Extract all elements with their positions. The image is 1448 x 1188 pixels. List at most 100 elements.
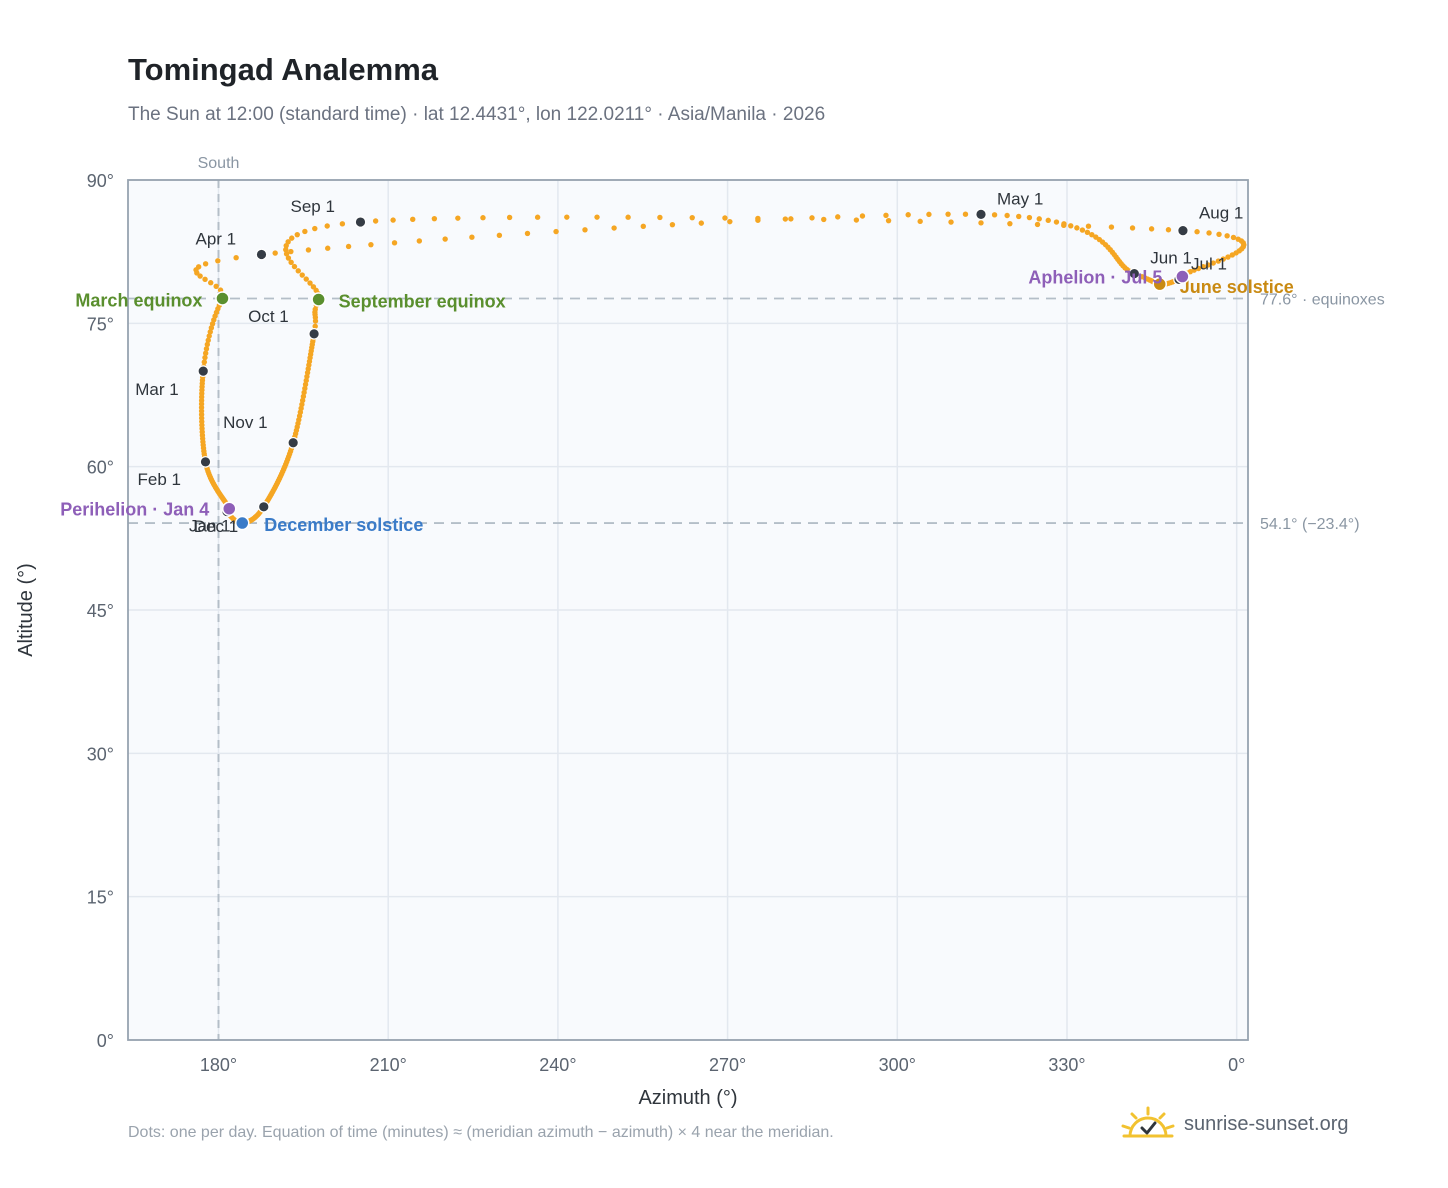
- day-dot: [835, 214, 841, 220]
- day-dot: [208, 280, 214, 286]
- day-dot: [368, 241, 374, 248]
- month-label: Oct 1: [248, 307, 289, 326]
- month-marker: [354, 216, 367, 228]
- day-dot: [1210, 260, 1216, 266]
- day-dot: [859, 213, 866, 219]
- day-dot: [205, 337, 211, 343]
- day-dot: [303, 377, 309, 384]
- y-tick-label: 90°: [87, 171, 114, 191]
- month-label: Dec 1: [194, 517, 238, 536]
- month-marker: [199, 456, 212, 468]
- day-dot: [1195, 265, 1202, 272]
- day-dot: [689, 214, 695, 221]
- meridian-label: South: [198, 155, 240, 172]
- day-dot: [1220, 256, 1226, 262]
- day-dot: [788, 216, 794, 222]
- day-dot: [339, 221, 346, 227]
- day-dot: [1053, 219, 1060, 225]
- day-dot: [1068, 223, 1074, 229]
- x-tick-label: 330°: [1048, 1055, 1085, 1075]
- day-dot: [283, 251, 290, 257]
- day-dot: [885, 217, 892, 224]
- day-dot: [553, 228, 559, 235]
- month-label: Aug 1: [1199, 204, 1243, 223]
- event-marker: [222, 501, 237, 516]
- day-dot: [1224, 233, 1230, 239]
- day-dot: [307, 280, 313, 286]
- day-dot: [233, 255, 239, 261]
- day-dot: [1079, 227, 1086, 233]
- day-dot: [431, 215, 438, 222]
- day-dot: [962, 211, 969, 217]
- day-dot: [948, 219, 954, 225]
- day-dot: [905, 212, 911, 218]
- day-dot: [669, 221, 676, 228]
- day-dot: [1194, 229, 1200, 235]
- day-dot: [1084, 229, 1091, 236]
- reference-line-label: 77.6° · equinoxes: [1260, 291, 1385, 308]
- day-dot: [1089, 232, 1095, 238]
- day-dot: [582, 227, 588, 233]
- event-label: September equinox: [339, 291, 506, 311]
- month-marker: [1177, 224, 1189, 237]
- day-dot: [1036, 216, 1042, 222]
- event-marker: [1152, 276, 1168, 292]
- day-dot: [524, 230, 531, 237]
- day-dot: [302, 385, 308, 392]
- day-dot: [727, 218, 733, 225]
- y-tick-label: 15°: [87, 888, 114, 908]
- day-dot: [289, 235, 295, 241]
- day-dot: [1216, 231, 1222, 238]
- event-marker: [215, 291, 230, 306]
- month-label: Jul 1: [1191, 254, 1227, 273]
- sun-check-icon: [1121, 1106, 1175, 1138]
- chart-title: Tomingad Analemma: [128, 52, 439, 87]
- plot-border: [127, 179, 1249, 1041]
- x-tick-label: 180°: [200, 1055, 237, 1075]
- day-dot: [312, 225, 318, 232]
- day-dot: [917, 218, 923, 225]
- brand: sunrise-sunset.org: [1120, 1102, 1349, 1146]
- day-dot: [272, 250, 278, 256]
- day-dot: [1215, 258, 1222, 264]
- day-dot: [883, 212, 889, 218]
- day-dot: [1235, 236, 1241, 242]
- day-dot: [821, 216, 827, 223]
- day-dot: [299, 272, 305, 278]
- day-dot: [204, 341, 211, 348]
- reference-lines: South 77.6° · equinoxes 54.1° (−23.4°): [128, 155, 1385, 1040]
- day-dot: [469, 234, 475, 240]
- day-dot: [305, 247, 312, 253]
- day-dot: [506, 214, 513, 221]
- day-dot: [1074, 225, 1080, 231]
- month-marker: [255, 248, 268, 261]
- footnote: Dots: one per day. Equation of time (min…: [128, 1124, 834, 1141]
- day-dot: [1148, 226, 1155, 232]
- x-tick-label: 240°: [539, 1055, 576, 1075]
- day-dot: [285, 255, 292, 261]
- day-dot: [1200, 264, 1206, 270]
- day-dot: [303, 276, 309, 282]
- month-label: Feb 1: [137, 470, 180, 489]
- day-dot: [926, 211, 932, 218]
- day-dot: [345, 243, 352, 250]
- month-marker: [287, 436, 299, 449]
- day-dot: [1230, 234, 1237, 241]
- day-dot: [853, 217, 860, 223]
- month-label: Mar 1: [135, 380, 178, 399]
- day-dot: [325, 245, 331, 251]
- event-marker: [1175, 269, 1190, 284]
- month-markers: Jan 1 Feb 1 Mar 1 Apr 1 May 1 Jun 1 Jul 1 Aug 1…: [135, 189, 1243, 535]
- chart-subtitle: The Sun at 12:00 (standard time) · lat 1…: [128, 104, 826, 125]
- day-dot: [496, 232, 503, 239]
- day-dot: [1061, 222, 1067, 229]
- month-label: Sep 1: [290, 197, 334, 216]
- month-label: Jun 1: [1150, 249, 1192, 268]
- day-dot: [416, 238, 423, 244]
- day-dot: [215, 258, 221, 264]
- day-dot: [294, 231, 300, 238]
- day-dot: [410, 216, 416, 223]
- day-dot: [782, 216, 789, 222]
- y-tick-label: 60°: [87, 458, 114, 478]
